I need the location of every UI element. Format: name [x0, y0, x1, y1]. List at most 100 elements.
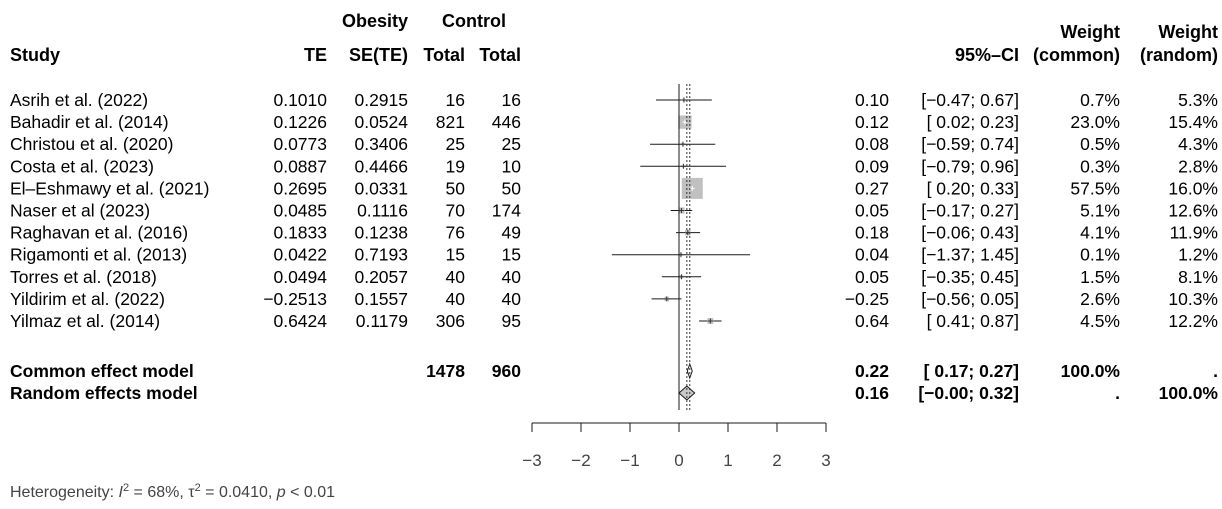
header-weight-common-1: Weight: [1060, 22, 1120, 42]
study-weight-random: 16.0%: [1168, 178, 1218, 198]
study-weight-common: 0.7%: [1080, 90, 1120, 110]
study-total-control: 15: [502, 245, 521, 265]
study-name: Rigamonti et al. (2013): [10, 245, 187, 265]
study-weight-common: 57.5%: [1070, 178, 1120, 198]
study-total-obesity: 306: [436, 311, 465, 331]
study-estimate: 0.18: [855, 223, 889, 243]
forest-marks: [611, 84, 751, 410]
header-weight-common-2: (common): [1033, 45, 1120, 65]
study-weight-random: 10.3%: [1168, 289, 1218, 309]
study-sete: 0.1116: [357, 201, 408, 221]
study-sete: 0.2057: [354, 267, 408, 287]
header-weight-random-1: Weight: [1158, 22, 1218, 42]
study-weight-random: 2.8%: [1178, 156, 1218, 176]
study-ci: [−0.06; 0.43]: [921, 223, 1019, 243]
study-te: 0.0485: [273, 201, 327, 221]
study-total-control: 446: [492, 112, 521, 132]
study-total-obesity: 40: [446, 289, 466, 309]
study-weight-common: 4.1%: [1080, 223, 1120, 243]
pooled-weight-common: .: [1115, 383, 1120, 403]
study-total-obesity: 40: [446, 267, 466, 287]
study-weight-random: 12.6%: [1168, 201, 1218, 221]
study-total-obesity: 821: [436, 112, 465, 132]
x-tick-label: 2: [772, 451, 781, 470]
study-ci: [−0.59; 0.74]: [921, 134, 1019, 154]
pooled-rows: Common effect model 1478 960 0.22 [ 0.17; 0.…: [10, 361, 1218, 403]
header-te: TE: [304, 45, 327, 65]
study-ci: [−0.35; 0.45]: [921, 267, 1019, 287]
study-estimate: 0.12: [855, 112, 889, 132]
study-name: El–Eshmawy et al. (2021): [10, 178, 209, 198]
study-total-control: 174: [492, 201, 521, 221]
study-total-obesity: 25: [446, 134, 465, 154]
study-ci: [−0.56; 0.05]: [921, 289, 1019, 309]
table-header: Obesity Control Study TE SE(TE) Total To…: [10, 11, 1218, 65]
pooled-weight-common: 100.0%: [1061, 361, 1121, 381]
study-ci: [−0.17; 0.27]: [921, 201, 1019, 221]
study-estimate: 0.64: [855, 311, 889, 331]
header-obesity: Obesity: [342, 11, 408, 31]
study-te: 0.1226: [273, 112, 327, 132]
study-sete: 0.1179: [356, 311, 408, 331]
study-total-control: 50: [502, 178, 522, 198]
study-estimate: 0.05: [855, 267, 889, 287]
study-name: Yilmaz et al. (2014): [10, 311, 160, 331]
pooled-name: Random effects model: [10, 383, 198, 403]
study-te: 0.2695: [273, 178, 327, 198]
study-weight-common: 0.5%: [1080, 134, 1120, 154]
x-tick-label: −3: [522, 451, 541, 470]
study-te: 0.1010: [273, 90, 327, 110]
pooled-diamond: [686, 362, 693, 380]
study-sete: 0.0331: [354, 178, 408, 198]
study-te: 0.6424: [273, 311, 327, 331]
study-sete: 0.0524: [354, 112, 408, 132]
study-te: 0.0773: [273, 134, 327, 154]
study-weight-common: 0.1%: [1080, 245, 1120, 265]
study-ci: [ 0.41; 0.87]: [927, 311, 1019, 331]
study-weight-common: 2.6%: [1080, 289, 1120, 309]
x-tick-label: 3: [821, 451, 830, 470]
header-total-control: Total: [479, 45, 521, 65]
pooled-total-obesity: 1478: [426, 361, 465, 381]
study-total-obesity: 76: [446, 223, 465, 243]
study-weight-common: 4.5%: [1080, 311, 1120, 331]
study-name: Christou et al. (2020): [10, 134, 173, 154]
study-weight-random: 4.3%: [1178, 134, 1218, 154]
study-weight-random: 12.2%: [1168, 311, 1218, 331]
study-name: Yildirim et al. (2022): [10, 289, 165, 309]
study-weight-common: 5.1%: [1080, 201, 1120, 221]
header-weight-random-2: (random): [1140, 45, 1218, 65]
study-te: 0.1833: [273, 223, 327, 243]
study-total-obesity: 15: [446, 245, 465, 265]
x-tick-label: 0: [674, 451, 683, 470]
pooled-weight-random: 100.0%: [1159, 383, 1219, 403]
header-sete: SE(TE): [349, 45, 408, 65]
pooled-estimate: 0.22: [855, 361, 889, 381]
study-sete: 0.2915: [354, 90, 408, 110]
x-tick-label: 1: [723, 451, 732, 470]
study-total-control: 40: [502, 289, 522, 309]
study-estimate: 0.05: [855, 201, 889, 221]
pooled-ci: [−0.00; 0.32]: [918, 383, 1019, 403]
study-sete: 0.1557: [354, 289, 408, 309]
study-total-control: 49: [502, 223, 521, 243]
study-weight-random: 11.9%: [1170, 223, 1218, 243]
header-total-obesity: Total: [423, 45, 465, 65]
study-te: −0.2513: [263, 289, 327, 309]
study-name: Bahadir et al. (2014): [10, 112, 169, 132]
study-estimate: 0.27: [855, 178, 889, 198]
study-total-obesity: 16: [446, 90, 465, 110]
study-ci: [ 0.02; 0.23]: [927, 112, 1019, 132]
heterogeneity-text: Heterogeneity: I2 = 68%, τ2 = 0.0410, p …: [10, 482, 335, 501]
study-weight-random: 1.2%: [1178, 245, 1218, 265]
study-weight-common: 0.3%: [1080, 156, 1120, 176]
study-name: Asrih et al. (2022): [10, 90, 148, 110]
study-weight-common: 23.0%: [1070, 112, 1120, 132]
pooled-total-control: 960: [492, 361, 521, 381]
pooled-ci: [ 0.17; 0.27]: [924, 361, 1019, 381]
study-ci: [−0.47; 0.67]: [921, 90, 1019, 110]
study-total-control: 95: [502, 311, 521, 331]
study-estimate: 0.09: [855, 156, 889, 176]
x-axis: −3 −2 −1 0 1 2 3: [522, 422, 831, 470]
study-total-control: 25: [502, 134, 521, 154]
